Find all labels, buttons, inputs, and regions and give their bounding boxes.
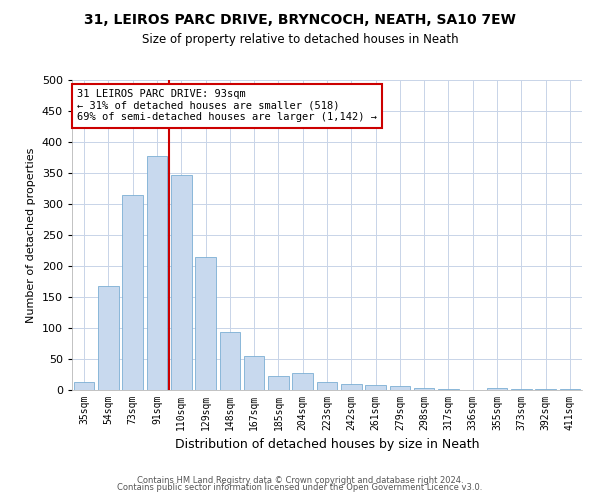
Text: Contains HM Land Registry data © Crown copyright and database right 2024.: Contains HM Land Registry data © Crown c…	[137, 476, 463, 485]
Bar	[220, 332, 240, 390]
Bar	[560, 389, 580, 390]
Bar	[292, 372, 313, 390]
Bar	[487, 388, 508, 390]
Bar	[74, 382, 94, 390]
Text: 31, LEIROS PARC DRIVE, BRYNCOCH, NEATH, SA10 7EW: 31, LEIROS PARC DRIVE, BRYNCOCH, NEATH, …	[84, 12, 516, 26]
X-axis label: Distribution of detached houses by size in Neath: Distribution of detached houses by size …	[175, 438, 479, 452]
Bar	[195, 256, 216, 390]
Bar	[146, 156, 167, 390]
Bar	[438, 389, 459, 390]
Bar	[122, 196, 143, 390]
Bar	[341, 384, 362, 390]
Bar	[317, 382, 337, 390]
Bar	[414, 388, 434, 390]
Bar	[171, 176, 191, 390]
Bar	[244, 356, 265, 390]
Bar	[389, 386, 410, 390]
Text: Size of property relative to detached houses in Neath: Size of property relative to detached ho…	[142, 32, 458, 46]
Y-axis label: Number of detached properties: Number of detached properties	[26, 148, 36, 322]
Bar	[268, 376, 289, 390]
Text: 31 LEIROS PARC DRIVE: 93sqm
← 31% of detached houses are smaller (518)
69% of se: 31 LEIROS PARC DRIVE: 93sqm ← 31% of det…	[77, 90, 377, 122]
Bar	[98, 286, 119, 390]
Bar	[365, 385, 386, 390]
Text: Contains public sector information licensed under the Open Government Licence v3: Contains public sector information licen…	[118, 484, 482, 492]
